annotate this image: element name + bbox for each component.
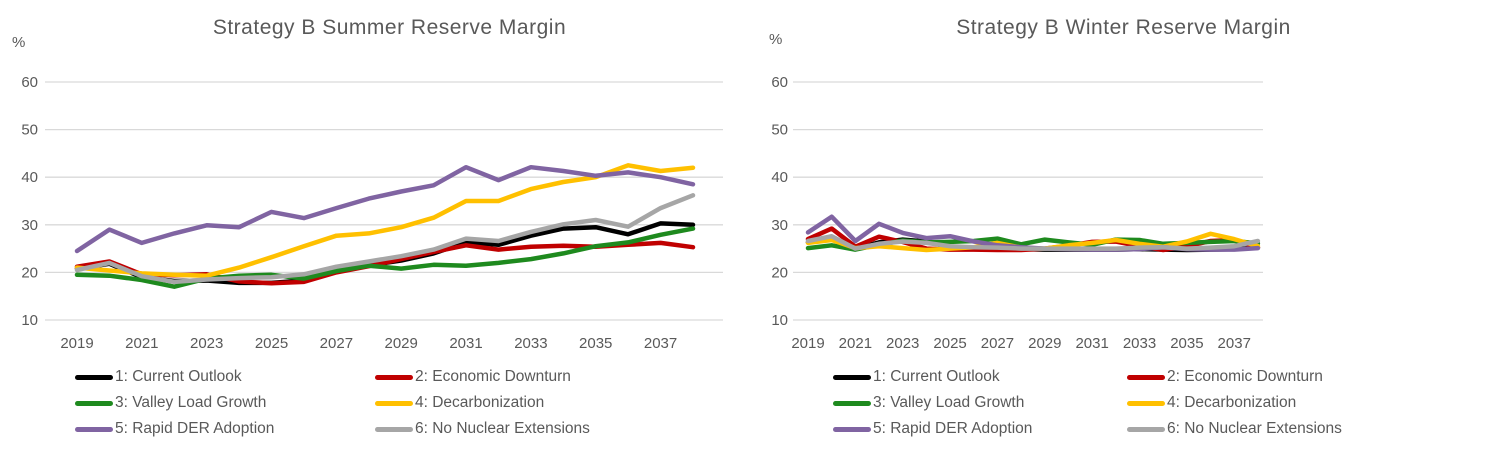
svg-text:60: 60 bbox=[21, 74, 38, 91]
svg-text:2037: 2037 bbox=[644, 335, 677, 352]
svg-text:2033: 2033 bbox=[1123, 335, 1156, 352]
svg-text:2027: 2027 bbox=[320, 335, 353, 352]
svg-text:60: 60 bbox=[771, 74, 788, 91]
svg-text:40: 40 bbox=[21, 169, 38, 186]
summer-chart-plot: 60 50 40 30 20 10 2019 2021 2023 2025 2027 2029 2031… bbox=[21, 74, 723, 352]
svg-text:2031: 2031 bbox=[1075, 335, 1108, 352]
summer-chart-title: Strategy B Summer Reserve Margin bbox=[212, 16, 567, 39]
svg-text:30: 30 bbox=[771, 217, 788, 234]
winter-chart-title: Strategy B Winter Reserve Margin bbox=[956, 16, 1291, 39]
svg-text:2035: 2035 bbox=[579, 335, 612, 352]
svg-text:2023: 2023 bbox=[190, 335, 223, 352]
svg-text:2019: 2019 bbox=[791, 335, 824, 352]
winter-chart-panel: Strategy B Winter Reserve Margin % 60 50 4… bbox=[749, 0, 1498, 452]
svg-text:20: 20 bbox=[21, 264, 38, 281]
svg-text:2025: 2025 bbox=[255, 335, 288, 352]
summer-chart-panel: Strategy B Summer Reserve Margin % 60 50 4… bbox=[12, 16, 723, 437]
svg-text:20: 20 bbox=[771, 264, 788, 281]
svg-text:2021: 2021 bbox=[125, 335, 158, 352]
svg-text:2019: 2019 bbox=[60, 335, 93, 352]
svg-text:2029: 2029 bbox=[385, 335, 418, 352]
svg-text:2031: 2031 bbox=[449, 335, 482, 352]
svg-text:50: 50 bbox=[771, 122, 788, 139]
svg-text:2037: 2037 bbox=[1218, 335, 1251, 352]
svg-text:2029: 2029 bbox=[1028, 335, 1061, 352]
summer-y-axis-unit-label: % bbox=[12, 34, 26, 51]
svg-text:2033: 2033 bbox=[514, 335, 547, 352]
svg-text:2035: 2035 bbox=[1170, 335, 1203, 352]
svg-text:2023: 2023 bbox=[886, 335, 919, 352]
svg-text:2027: 2027 bbox=[981, 335, 1014, 352]
svg-text:2025: 2025 bbox=[933, 335, 966, 352]
svg-text:10: 10 bbox=[21, 312, 38, 329]
svg-text:2021: 2021 bbox=[839, 335, 872, 352]
svg-text:40: 40 bbox=[771, 169, 788, 186]
winter-y-axis-unit-label: % bbox=[769, 31, 783, 48]
svg-text:10: 10 bbox=[771, 312, 788, 329]
svg-text:50: 50 bbox=[21, 122, 38, 139]
svg-text:30: 30 bbox=[21, 217, 38, 234]
